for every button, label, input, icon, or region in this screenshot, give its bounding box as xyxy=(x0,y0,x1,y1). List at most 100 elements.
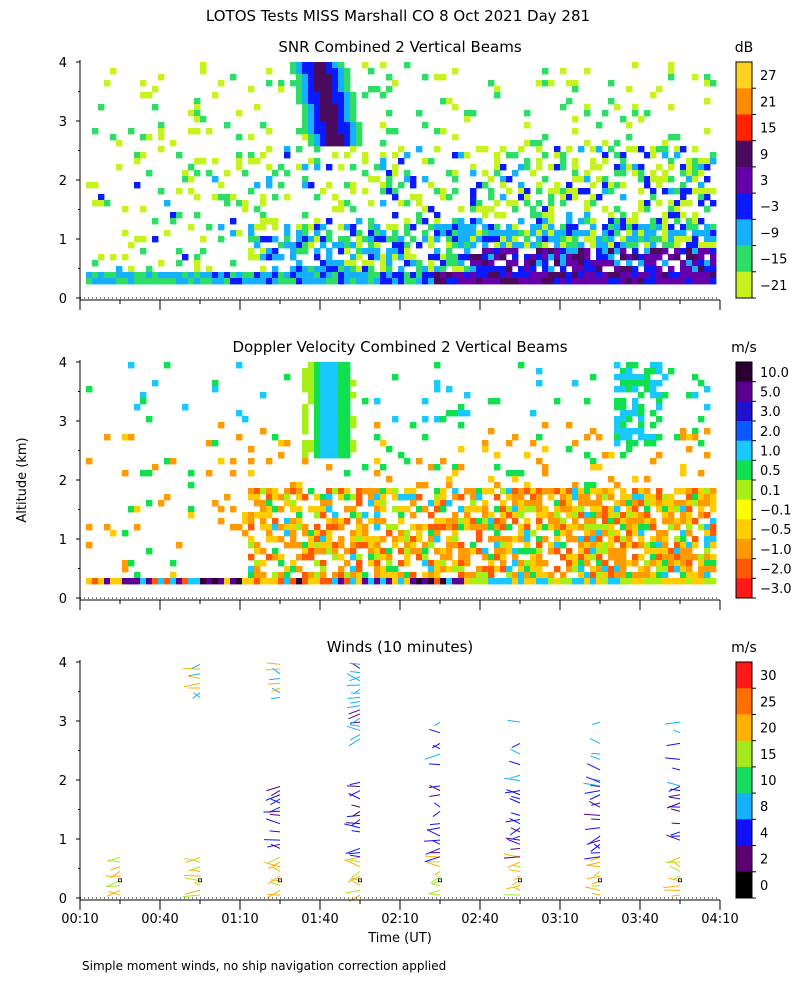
wind-barb xyxy=(348,713,361,720)
doppler-cell xyxy=(242,512,249,519)
snr-cell xyxy=(710,242,717,249)
snr-cell xyxy=(530,224,537,231)
snr-cell xyxy=(506,188,513,195)
snr-cell xyxy=(116,272,123,279)
wind-barb xyxy=(505,819,521,823)
snr-cell xyxy=(476,146,483,153)
snr-cell xyxy=(272,272,279,279)
snr-cell xyxy=(626,236,633,243)
doppler-cell xyxy=(374,518,381,525)
wind-barb xyxy=(513,886,521,891)
doppler-cell xyxy=(326,494,333,501)
doppler-cell xyxy=(698,560,705,567)
snr-cell xyxy=(536,182,543,189)
snr-cell xyxy=(392,194,399,201)
snr-cell xyxy=(92,260,99,267)
doppler-cell xyxy=(332,374,339,381)
snr-cell xyxy=(422,176,429,183)
snr-cell xyxy=(170,278,177,285)
doppler-cell xyxy=(320,368,327,375)
doppler-cell xyxy=(314,410,321,417)
snr-cell xyxy=(650,152,657,159)
colorbar-swatch xyxy=(736,271,752,299)
doppler-cell xyxy=(146,470,153,477)
doppler-cell xyxy=(584,500,591,507)
snr-cell xyxy=(518,272,525,279)
colorbar-swatch xyxy=(736,114,752,142)
snr-cell xyxy=(416,110,423,117)
doppler-cell xyxy=(488,398,495,405)
snr-cell xyxy=(656,218,663,225)
doppler-cell xyxy=(698,494,705,501)
colorbar-label: −0.5 xyxy=(760,523,792,538)
doppler-cell xyxy=(494,542,501,549)
doppler-cell xyxy=(608,572,615,579)
doppler-cell xyxy=(122,560,129,567)
snr-cell xyxy=(668,74,675,81)
snr-cell xyxy=(680,194,687,201)
snr-cell xyxy=(500,266,507,273)
colorbar-swatch xyxy=(736,193,752,220)
wind-barb xyxy=(426,827,441,831)
snr-cell xyxy=(548,224,555,231)
doppler-cell xyxy=(590,512,597,519)
snr-cell xyxy=(392,230,399,237)
snr-cell xyxy=(656,146,663,153)
snr-cell xyxy=(170,212,177,219)
doppler-cell xyxy=(500,536,507,543)
wind-barb xyxy=(425,847,441,855)
doppler-cell xyxy=(314,404,321,411)
doppler-cell xyxy=(524,566,531,573)
snr-cell xyxy=(284,242,291,249)
snr-cell xyxy=(386,128,393,135)
doppler-cell xyxy=(620,548,627,555)
snr-cell xyxy=(380,62,387,69)
doppler-cell xyxy=(410,512,417,519)
snr-cell xyxy=(494,236,501,243)
doppler-cell xyxy=(338,542,345,549)
doppler-cell xyxy=(650,578,657,585)
doppler-cell xyxy=(290,578,297,585)
doppler-cell xyxy=(296,512,303,519)
snr-cell xyxy=(326,272,333,279)
snr-cell xyxy=(554,146,561,153)
doppler-cell xyxy=(620,434,627,441)
snr-cell xyxy=(254,242,261,249)
doppler-cell xyxy=(530,410,537,417)
doppler-cell xyxy=(434,566,441,573)
wind-barb xyxy=(586,875,601,880)
snr-cell xyxy=(380,140,387,147)
doppler-cell xyxy=(320,500,327,507)
snr-cell xyxy=(650,230,657,237)
snr-cell xyxy=(500,272,507,279)
wind-barb xyxy=(428,785,441,789)
snr-cell xyxy=(650,254,657,261)
snr-cell xyxy=(566,80,573,87)
snr-cell xyxy=(368,248,375,255)
doppler-cell xyxy=(650,458,657,465)
snr-cell xyxy=(254,224,261,231)
snr-cell xyxy=(344,272,351,279)
doppler-cell xyxy=(170,572,177,579)
snr-cell xyxy=(428,278,435,285)
x-tick-label: 03:10 xyxy=(541,912,578,927)
snr-cell xyxy=(410,272,417,279)
snr-cell xyxy=(374,176,381,183)
snr-cell xyxy=(446,272,453,279)
snr-cell xyxy=(476,182,483,189)
wind-barb xyxy=(346,673,361,682)
snr-cell xyxy=(554,260,561,267)
snr-cell xyxy=(212,278,219,285)
wind-barb xyxy=(267,875,281,885)
snr-cell xyxy=(302,122,309,129)
doppler-cell xyxy=(386,548,393,555)
snr-cell xyxy=(494,212,501,219)
doppler-cell xyxy=(632,500,639,507)
snr-cell xyxy=(542,218,549,225)
snr-cell xyxy=(482,236,489,243)
doppler-cell xyxy=(638,494,645,501)
doppler-cell xyxy=(656,404,663,411)
snr-cell xyxy=(692,74,699,81)
doppler-cell xyxy=(524,536,531,543)
snr-cell xyxy=(320,242,327,249)
